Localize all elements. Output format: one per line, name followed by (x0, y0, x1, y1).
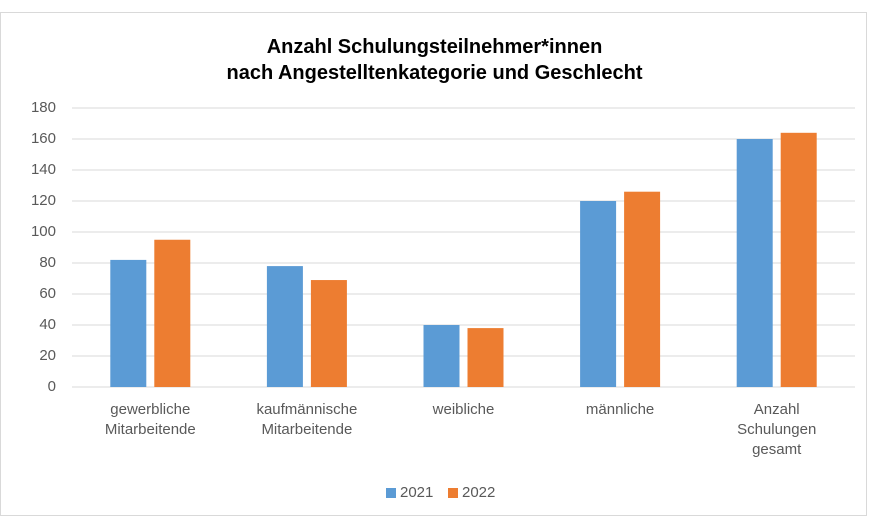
bar (423, 325, 460, 387)
y-tick-label: 140 (31, 161, 56, 178)
x-tick-label: kaufmännische Mitarbeitende (256, 401, 358, 438)
y-tick-label: 60 (39, 285, 56, 302)
bar (154, 239, 191, 387)
y-tick-label: 120 (31, 192, 56, 209)
y-tick-label: 180 (31, 99, 56, 116)
bar (110, 259, 147, 387)
bar (310, 280, 347, 387)
bar (467, 328, 504, 387)
chart-title: Anzahl Schulungsteilnehmer*innen nach An… (226, 36, 643, 84)
y-tick-label: 80 (39, 254, 56, 271)
bar (780, 132, 817, 387)
y-tick-label: 20 (39, 347, 56, 364)
bar (266, 266, 303, 387)
x-tick-label: weibliche (432, 401, 495, 418)
bar (624, 191, 661, 387)
y-tick-label: 160 (31, 130, 56, 147)
x-tick-label: gewerbliche Mitarbeitende (104, 401, 196, 438)
x-tick-label: Anzahl Schulungen gesamt (737, 401, 817, 458)
legend-swatch (448, 488, 458, 498)
y-tick-label: 0 (48, 378, 56, 395)
y-tick-label: 100 (31, 223, 56, 240)
bar (580, 201, 617, 387)
y-tick-label: 40 (39, 316, 56, 333)
legend-label: 2022 (462, 484, 495, 501)
legend-label: 2021 (400, 484, 433, 501)
legend-swatch (386, 488, 396, 498)
x-tick-label: männliche (585, 401, 655, 418)
bar (736, 139, 773, 387)
